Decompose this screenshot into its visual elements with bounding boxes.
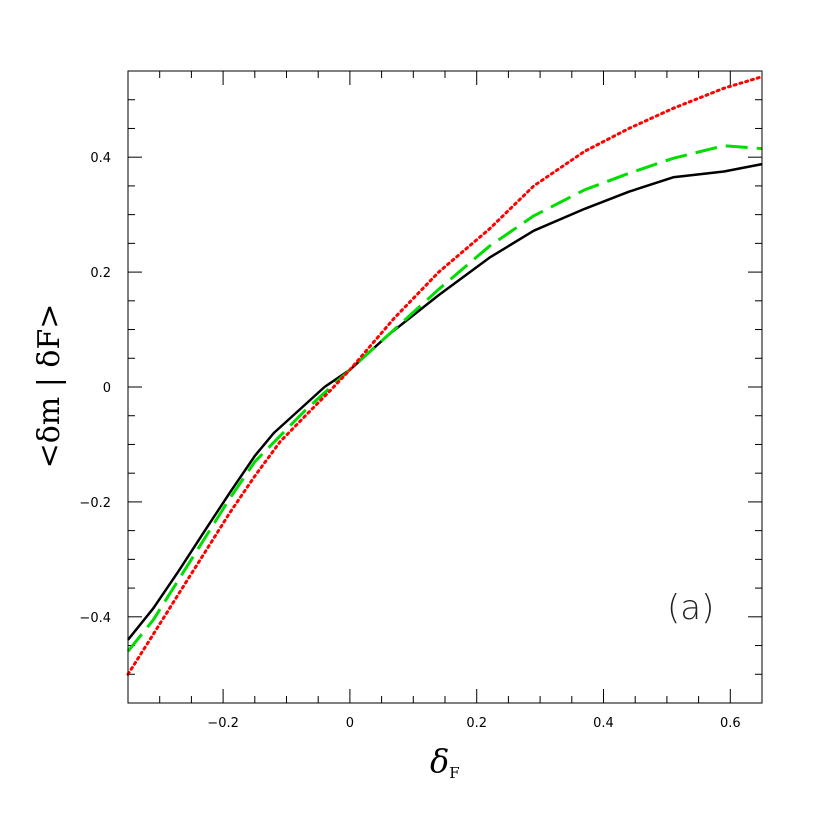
- x-tick-label: −0.2: [207, 716, 239, 731]
- x-axis-subscript: F: [449, 764, 459, 782]
- y-tick-labels: −0.4 −0.2 0 0.2 0.4: [79, 151, 111, 626]
- y-tick-label: −0.4: [79, 611, 111, 626]
- y-tick-label: 0.4: [90, 151, 111, 166]
- series-line-dashed: [126, 144, 763, 653]
- series-line-dotted: [126, 75, 764, 676]
- y-tick-label: 0.2: [90, 266, 111, 281]
- x-tick-label: 0: [346, 716, 354, 731]
- x-tick-label: 0.4: [593, 716, 614, 731]
- x-axis-symbol: δ: [430, 742, 449, 780]
- x-axis-label: δF: [430, 742, 460, 782]
- x-tick-labels: −0.2 0 0.2 0.4 0.6: [207, 716, 740, 731]
- y-tick-label: 0: [103, 381, 111, 396]
- x-tick-label: 0.2: [466, 716, 487, 731]
- y-axis-label: <δm | δF>: [32, 304, 67, 469]
- x-tick-label: 0.6: [720, 716, 741, 731]
- series-line-solid: [127, 162, 763, 641]
- panel-label: (a): [667, 588, 714, 628]
- plot-frame: [127, 70, 763, 704]
- y-tick-label: −0.2: [79, 496, 111, 511]
- series-group: [126, 75, 764, 676]
